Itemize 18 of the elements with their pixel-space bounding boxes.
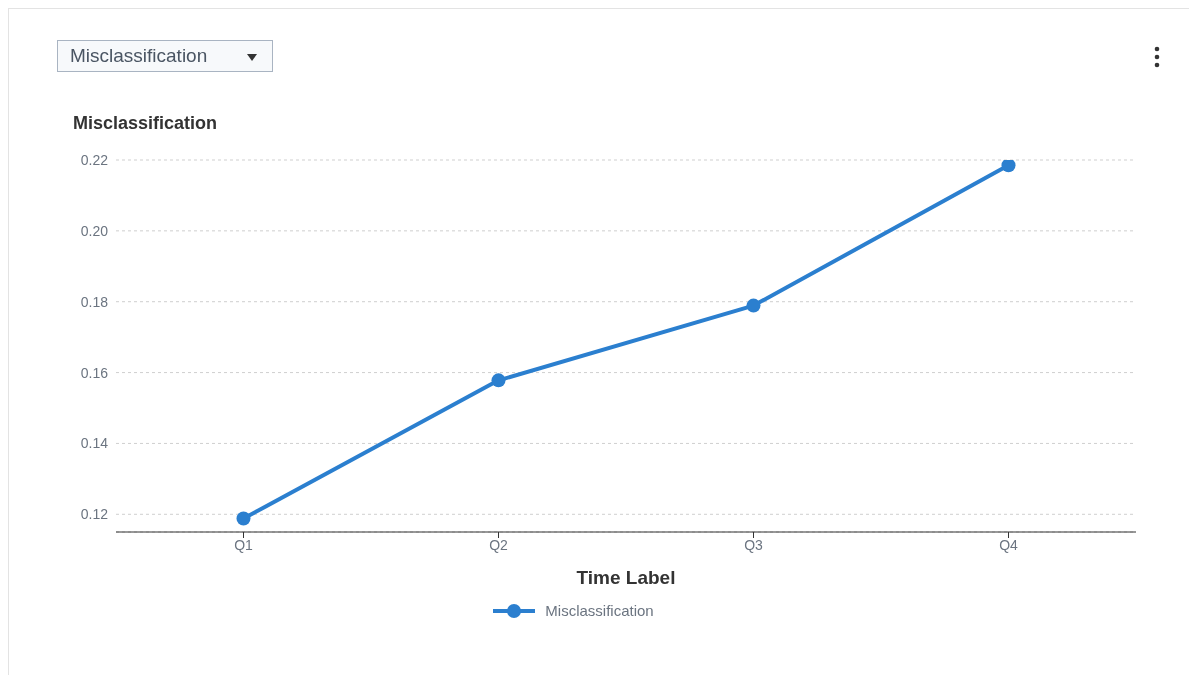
x-tick-label: Q4 <box>999 536 1019 553</box>
legend-label: Misclassification <box>545 602 654 619</box>
x-axis-title: Time Label <box>576 567 676 588</box>
y-tick-label: 0.20 <box>80 222 109 239</box>
x-tick-label: Q1 <box>234 536 254 553</box>
y-tick-label: 0.12 <box>80 506 109 523</box>
x-tick-label: Q2 <box>489 536 509 553</box>
point <box>746 298 761 313</box>
y-axis-title: Misclassification <box>73 113 218 134</box>
point <box>1001 160 1016 173</box>
y-tick-label: 0.14 <box>80 435 109 452</box>
point <box>491 373 506 388</box>
point <box>236 511 251 526</box>
x-tick-label: Q3 <box>744 536 764 553</box>
y-tick-label: 0.16 <box>80 364 109 381</box>
y-tick-label: 0.22 <box>80 151 109 168</box>
dropdown-field: Misclassification <box>57 40 273 72</box>
y-tick-label: 0.18 <box>80 293 109 310</box>
